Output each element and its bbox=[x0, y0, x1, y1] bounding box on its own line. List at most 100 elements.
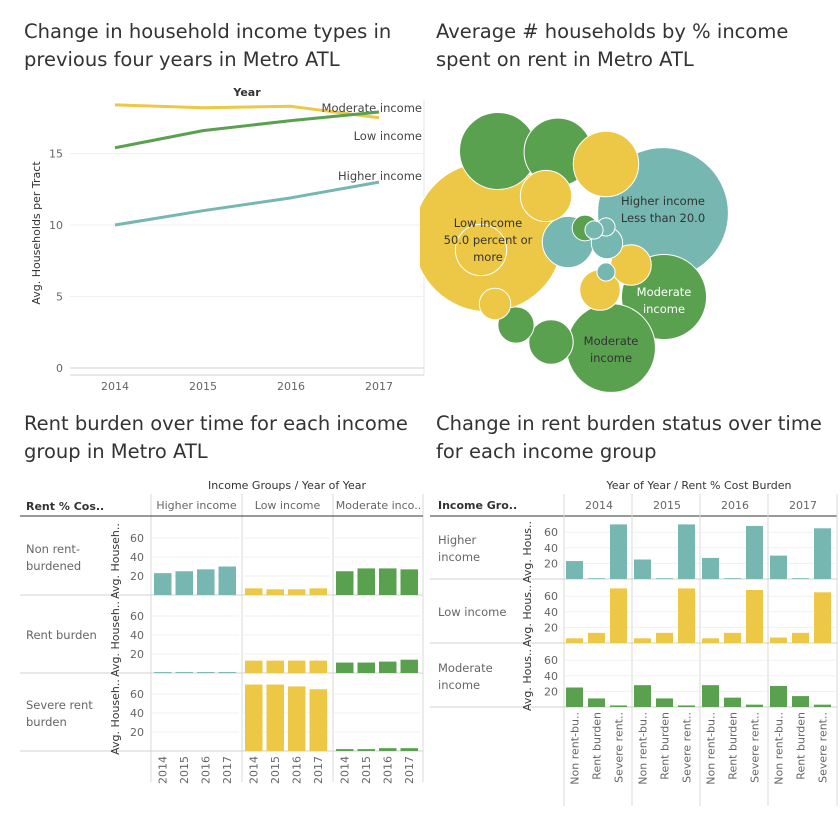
x-tick-label: 2015 bbox=[189, 380, 217, 393]
y-tick-label: 60 bbox=[544, 526, 558, 539]
row-label: Low income bbox=[438, 605, 506, 619]
y-axis-title: Avg. Househ.. bbox=[109, 523, 122, 599]
x-tick-label: 2016 bbox=[382, 756, 395, 784]
column-label: Moderate inco.. bbox=[336, 499, 421, 512]
bubble-label: Higher income Less than 20.0 bbox=[621, 194, 705, 225]
line-chart: 0 5 10 15 2014 2015 2016 2017 Year Avg. Household… bbox=[30, 86, 425, 393]
bar bbox=[175, 571, 193, 595]
y-tick-label: 40 bbox=[544, 542, 558, 555]
bubble-chart-title: Average # households by % income spent o… bbox=[436, 20, 789, 71]
bar bbox=[678, 524, 695, 579]
bar bbox=[379, 748, 397, 751]
bar bbox=[154, 573, 172, 595]
bubble bbox=[478, 287, 512, 321]
y-tick-label: 5 bbox=[56, 291, 63, 304]
bubble-label: Moderate income bbox=[637, 285, 692, 316]
bubble-label-line: Moderate bbox=[637, 285, 692, 299]
bar bbox=[197, 569, 215, 595]
bar bbox=[566, 561, 583, 579]
bar bbox=[336, 749, 354, 751]
bar bbox=[634, 685, 651, 707]
bar bbox=[288, 589, 306, 595]
bubble-label-line: Low income bbox=[454, 216, 522, 230]
bar bbox=[266, 589, 284, 595]
bar bbox=[400, 569, 418, 595]
bar bbox=[724, 578, 741, 579]
bar bbox=[400, 748, 418, 751]
x-tick-label: 2016 bbox=[200, 756, 213, 784]
x-tick-label: Non rent-bu.. bbox=[773, 712, 786, 785]
y-tick-label: 60 bbox=[130, 532, 144, 545]
bar bbox=[357, 662, 375, 673]
row-label-line: burdened bbox=[26, 559, 81, 573]
y-axis-title: Avg. Househ.. bbox=[109, 601, 122, 677]
bar bbox=[336, 662, 354, 673]
bubble-label-line: Moderate bbox=[584, 334, 639, 348]
bubble-label-line: Higher income bbox=[621, 194, 705, 208]
y-tick-label: 60 bbox=[130, 610, 144, 623]
bar bbox=[588, 578, 605, 579]
row-label-line: Non rent- bbox=[26, 542, 80, 556]
y-tick-label: 60 bbox=[130, 688, 144, 701]
y-tick-label: 40 bbox=[544, 606, 558, 619]
y-tick-label: 20 bbox=[130, 726, 144, 739]
bar bbox=[309, 689, 327, 751]
x-tick-label: 2017 bbox=[221, 756, 234, 784]
bar bbox=[218, 672, 236, 673]
bar bbox=[702, 557, 719, 579]
x-tick-label: 2016 bbox=[291, 756, 304, 784]
x-tick-label: Rent burden bbox=[659, 712, 672, 780]
bar bbox=[309, 588, 327, 595]
y-axis-title: Avg. Hous.. bbox=[521, 521, 534, 583]
row-label: Moderate income bbox=[438, 661, 493, 692]
series-label: Moderate income bbox=[322, 101, 422, 115]
x-tick-label: Rent burden bbox=[727, 712, 740, 780]
x-axis-title: Year bbox=[232, 86, 261, 99]
bubble bbox=[572, 130, 640, 198]
series-label: Higher income bbox=[338, 169, 422, 183]
bubble-label-line: Less than 20.0 bbox=[621, 211, 705, 225]
bar bbox=[379, 568, 397, 595]
bar bbox=[746, 525, 763, 579]
bar bbox=[634, 559, 651, 579]
bar bbox=[656, 578, 673, 579]
y-tick-label: 20 bbox=[130, 570, 144, 583]
column-label: 2017 bbox=[789, 499, 817, 512]
row-label: Severe rent burden bbox=[26, 698, 93, 729]
bar bbox=[724, 632, 741, 643]
series-line bbox=[114, 110, 380, 150]
row-label-line: income bbox=[438, 550, 480, 564]
y-tick-label: 20 bbox=[544, 685, 558, 698]
y-tick-label: 20 bbox=[130, 648, 144, 661]
x-tick-label: 2014 bbox=[339, 756, 352, 784]
y-tick-label: 40 bbox=[130, 551, 144, 564]
bubble bbox=[519, 169, 573, 223]
bar bbox=[566, 687, 583, 707]
x-tick-label: 2015 bbox=[360, 756, 373, 784]
row-label-line: Rent burden bbox=[26, 628, 97, 642]
x-tick-label: 2017 bbox=[403, 756, 416, 784]
bubble-label-line: 50.0 percent or bbox=[444, 233, 533, 247]
bar bbox=[245, 588, 263, 595]
bar bbox=[245, 684, 263, 751]
bar bbox=[634, 638, 651, 643]
bar bbox=[610, 524, 627, 579]
bar bbox=[814, 528, 831, 579]
bar bbox=[792, 578, 809, 579]
y-tick-label: 20 bbox=[544, 557, 558, 570]
row-label: Non rent-burdened bbox=[26, 542, 81, 573]
bubble bbox=[528, 319, 574, 365]
y-tick-label: 60 bbox=[544, 590, 558, 603]
x-tick-label: 2014 bbox=[157, 756, 170, 784]
row-label-line: Low income bbox=[438, 605, 506, 619]
bar bbox=[678, 588, 695, 643]
row-label-line: income bbox=[438, 678, 480, 692]
bar bbox=[724, 697, 741, 707]
bar bbox=[814, 704, 831, 707]
bubble-label-line: more bbox=[473, 250, 503, 264]
bar bbox=[266, 684, 284, 751]
bar bbox=[379, 661, 397, 673]
column-header: Year of Year / Rent % Cost Burden bbox=[605, 479, 791, 492]
x-tick-label: 2015 bbox=[269, 756, 282, 784]
rent-by-income-title: Rent burden over time for each income gr… bbox=[24, 412, 408, 463]
